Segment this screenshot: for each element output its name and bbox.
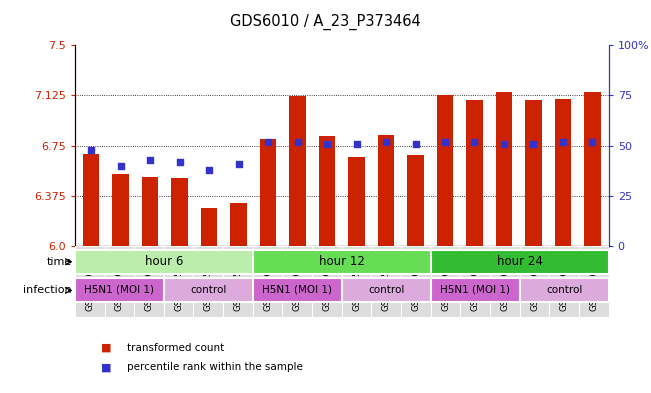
Text: hour 12: hour 12 <box>319 255 365 268</box>
Text: GSM1626009: GSM1626009 <box>322 253 331 311</box>
Text: control: control <box>546 285 583 295</box>
Point <box>174 159 185 165</box>
Text: transformed count: transformed count <box>127 343 224 353</box>
Text: hour 24: hour 24 <box>497 255 543 268</box>
Text: GSM1626012: GSM1626012 <box>501 253 509 311</box>
Bar <box>549 246 579 317</box>
Text: GSM1625999: GSM1625999 <box>381 253 391 311</box>
Text: GSM1626008: GSM1626008 <box>293 253 302 311</box>
Text: GSM1626003: GSM1626003 <box>589 253 598 311</box>
Text: percentile rank within the sample: percentile rank within the sample <box>127 362 303 373</box>
Bar <box>164 246 193 317</box>
Point <box>204 167 214 173</box>
Bar <box>201 208 217 246</box>
Point <box>145 157 156 163</box>
Text: H5N1 (MOI 1): H5N1 (MOI 1) <box>85 285 154 295</box>
Text: infection: infection <box>23 285 72 296</box>
Bar <box>164 278 253 303</box>
Text: GSM1626002: GSM1626002 <box>560 253 569 311</box>
Text: GDS6010 / A_23_P373464: GDS6010 / A_23_P373464 <box>230 14 421 30</box>
Bar <box>555 99 571 246</box>
Bar <box>437 95 453 246</box>
Text: GSM1626005: GSM1626005 <box>115 253 124 311</box>
Point <box>499 141 509 147</box>
Point <box>528 141 538 147</box>
Point <box>410 141 421 147</box>
Bar <box>378 135 394 246</box>
Bar <box>319 136 335 246</box>
Point <box>587 139 598 145</box>
Bar <box>490 246 519 317</box>
Text: GSM1626001: GSM1626001 <box>530 253 539 311</box>
Bar <box>75 250 253 274</box>
Point <box>115 163 126 169</box>
Bar <box>230 204 247 246</box>
Bar <box>496 92 512 246</box>
Bar <box>525 100 542 246</box>
Text: GSM1626011: GSM1626011 <box>471 253 480 311</box>
Text: GSM1625996: GSM1625996 <box>204 253 213 311</box>
Bar <box>312 246 342 317</box>
Bar <box>408 155 424 246</box>
Bar <box>253 246 283 317</box>
Bar <box>75 246 105 317</box>
Bar <box>253 278 342 303</box>
Text: time: time <box>46 257 72 267</box>
Bar <box>290 96 306 246</box>
Bar <box>519 278 609 303</box>
Point <box>352 141 362 147</box>
Point <box>469 139 480 145</box>
Text: GSM1625995: GSM1625995 <box>174 253 183 311</box>
Point <box>322 141 332 147</box>
Text: ■: ■ <box>101 362 111 373</box>
Bar <box>113 174 129 246</box>
Bar <box>372 246 401 317</box>
Bar <box>193 246 223 317</box>
Bar <box>142 177 158 246</box>
Text: GSM1626004: GSM1626004 <box>85 253 94 311</box>
Text: control: control <box>190 285 227 295</box>
Bar <box>260 139 276 246</box>
Bar <box>283 246 312 317</box>
Bar <box>519 246 549 317</box>
Bar <box>460 246 490 317</box>
Bar <box>105 246 134 317</box>
Text: hour 6: hour 6 <box>145 255 183 268</box>
Bar <box>579 246 609 317</box>
Bar <box>171 178 187 246</box>
Bar <box>75 278 164 303</box>
Bar <box>348 156 365 246</box>
Text: GSM1625997: GSM1625997 <box>234 253 242 311</box>
Bar <box>83 154 99 246</box>
Text: GSM1626007: GSM1626007 <box>263 253 272 311</box>
Bar <box>253 250 431 274</box>
Text: GSM1626006: GSM1626006 <box>145 253 154 311</box>
Bar <box>431 246 460 317</box>
Bar <box>431 278 519 303</box>
Bar <box>342 278 431 303</box>
Text: H5N1 (MOI 1): H5N1 (MOI 1) <box>262 285 332 295</box>
Text: GSM1626000: GSM1626000 <box>411 253 421 311</box>
Bar <box>223 246 253 317</box>
Bar <box>342 246 372 317</box>
Point <box>381 139 391 145</box>
Bar <box>134 246 164 317</box>
Point <box>86 147 96 153</box>
Text: GSM1625998: GSM1625998 <box>352 253 361 311</box>
Bar <box>431 250 609 274</box>
Bar <box>401 246 431 317</box>
Point <box>233 161 243 167</box>
Point <box>292 139 303 145</box>
Text: H5N1 (MOI 1): H5N1 (MOI 1) <box>440 285 510 295</box>
Point <box>558 139 568 145</box>
Text: control: control <box>368 285 404 295</box>
Bar <box>466 100 482 246</box>
Text: ■: ■ <box>101 343 111 353</box>
Point <box>440 139 450 145</box>
Text: GSM1626010: GSM1626010 <box>441 253 450 311</box>
Bar <box>585 92 601 246</box>
Point <box>263 139 273 145</box>
